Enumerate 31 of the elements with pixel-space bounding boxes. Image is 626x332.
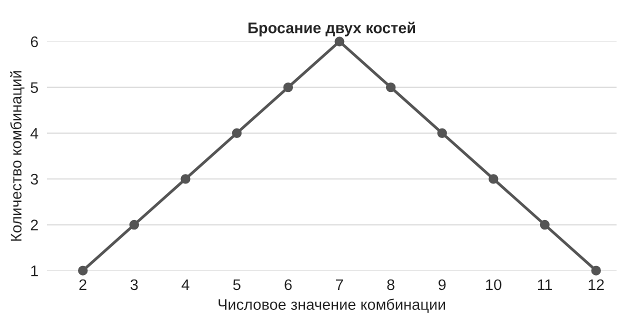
point <box>78 266 88 276</box>
x-tick-label: 12 <box>588 279 604 290</box>
x-tick-label: 4 <box>182 279 190 290</box>
x-tick-label: 2 <box>79 279 86 290</box>
point <box>591 266 601 276</box>
y-tick-label: 1 <box>31 266 38 276</box>
x-tick-label: 5 <box>233 279 240 290</box>
x-tick-label: 8 <box>387 279 394 290</box>
y-axis-title: Количество комбинаций <box>10 71 24 241</box>
point <box>283 82 294 92</box>
x-axis-title: Числовое значение комбинации <box>218 298 446 313</box>
point <box>386 82 396 92</box>
x-tick-label: 9 <box>438 279 446 290</box>
point <box>334 36 344 46</box>
x-tick-label: 6 <box>284 279 292 290</box>
chart-title: Бросание двух костей <box>248 22 415 36</box>
x-tick-label: 10 <box>486 279 502 290</box>
y-tick-label: 4 <box>30 128 38 139</box>
point <box>129 220 140 230</box>
y-tick-label: 2 <box>30 220 38 230</box>
y-tick-label: 6 <box>30 36 38 48</box>
x-tick-label: 3 <box>130 279 138 290</box>
y-tick-label: 5 <box>30 82 38 93</box>
point <box>180 174 190 184</box>
point <box>437 128 447 138</box>
y-tick-label: 3 <box>30 174 38 185</box>
x-tick-label: 11 <box>538 279 552 290</box>
point <box>488 174 498 184</box>
point <box>232 128 242 138</box>
point <box>540 220 550 230</box>
x-tick-label: 7 <box>336 279 343 290</box>
